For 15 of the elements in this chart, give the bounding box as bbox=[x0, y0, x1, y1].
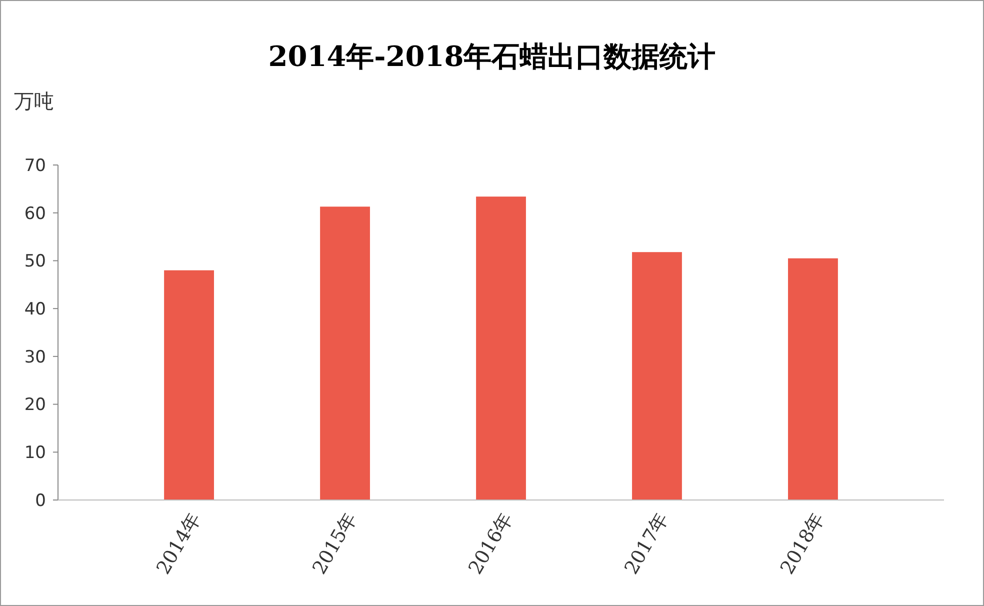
y-tick-label: 0 bbox=[35, 490, 46, 511]
y-tick-label: 40 bbox=[24, 300, 46, 320]
bar bbox=[476, 196, 526, 500]
y-tick-label: 60 bbox=[24, 204, 46, 224]
y-tick-label: 10 bbox=[24, 443, 46, 464]
bar bbox=[164, 270, 214, 500]
chart-title: 2014年-2018年石蜡出口数据统计 bbox=[268, 40, 716, 73]
bar bbox=[788, 258, 838, 500]
bar bbox=[320, 206, 370, 500]
bar bbox=[632, 252, 682, 500]
y-tick-label: 30 bbox=[24, 347, 46, 368]
y-tick-label: 50 bbox=[24, 252, 46, 272]
y-axis-title: 万吨 bbox=[14, 89, 54, 113]
y-tick-label: 70 bbox=[24, 156, 46, 176]
y-tick-label: 20 bbox=[24, 395, 46, 416]
